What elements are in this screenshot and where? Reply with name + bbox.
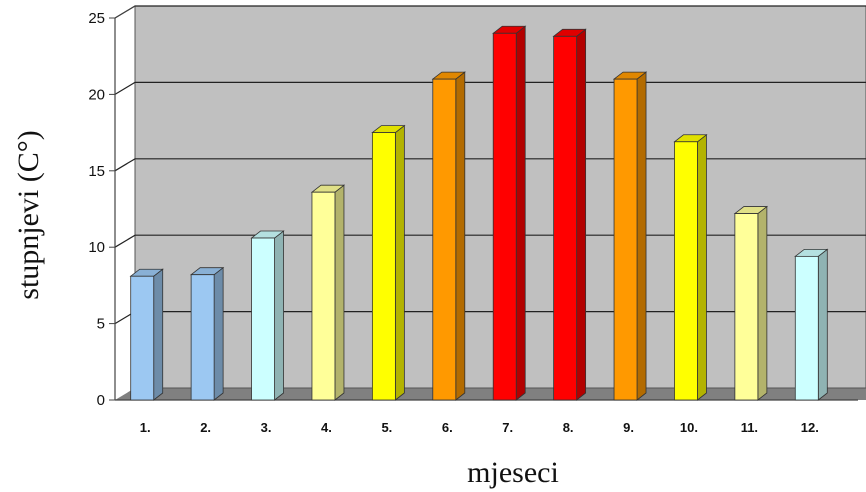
y-axis-depth-line [114, 5, 136, 19]
y-tick-label: 0 [97, 392, 105, 409]
x-tick-label: 11. [741, 420, 758, 435]
x-tick-label: 1. [140, 420, 151, 435]
bar-1 [129, 268, 164, 401]
bar-2 [189, 266, 225, 401]
bar-3 [250, 230, 285, 401]
x-tick-label: 7. [502, 420, 513, 435]
bar-5 [371, 124, 406, 401]
y-tick-label: 20 [88, 86, 105, 103]
x-tick-label: 5. [381, 420, 392, 435]
x-axis-title: mjeseci [467, 456, 559, 489]
x-tick-label: 10. [680, 420, 698, 435]
bar-6 [431, 71, 466, 401]
bars [129, 25, 829, 401]
bar-4 [310, 184, 346, 401]
y-axis: 0 5 10 15 20 25 [88, 5, 136, 409]
x-tick-label: 4. [321, 420, 332, 435]
y-axis-title: stupnjevi (C°) [12, 130, 45, 299]
x-tick-label: 2. [200, 420, 211, 435]
x-tick-label: 8. [563, 420, 574, 435]
bar-9 [612, 71, 648, 401]
bar-11 [733, 205, 769, 401]
y-tick-label: 25 [88, 10, 105, 27]
x-tick-label: 6. [442, 420, 453, 435]
x-axis: 1. 2. 3. 4. 5. 6. 7. 8. 9. 10. 11. 12. [115, 399, 858, 435]
x-tick-label: 3. [261, 420, 272, 435]
bar-10 [673, 133, 708, 401]
bar-8 [552, 28, 587, 401]
y-tick-label: 10 [88, 239, 105, 256]
bar-12 [794, 248, 829, 401]
y-tick-label: 5 [97, 316, 105, 333]
x-tick-label: 12. [801, 420, 819, 435]
bar-7 [492, 25, 527, 401]
x-tick-label: 9. [623, 420, 634, 435]
y-tick-label: 15 [88, 163, 105, 180]
